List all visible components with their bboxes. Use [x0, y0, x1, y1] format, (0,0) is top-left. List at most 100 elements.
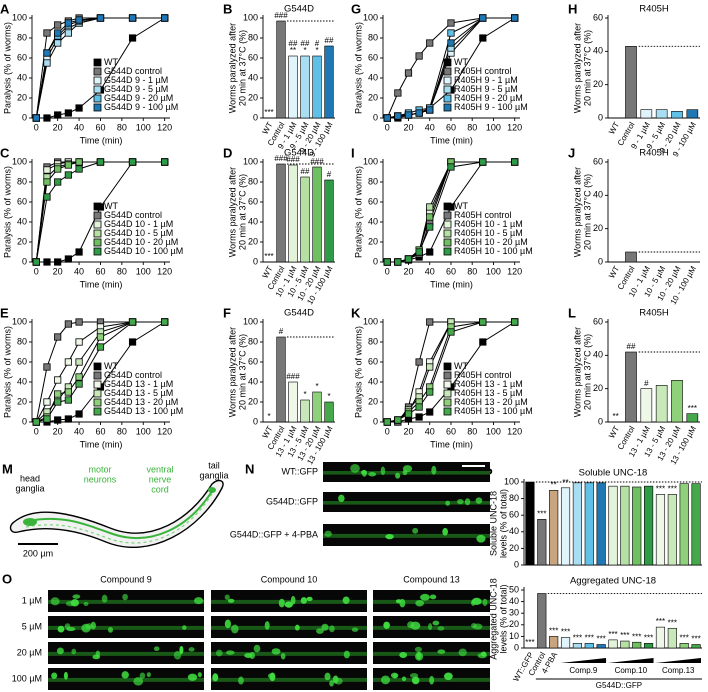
neuron — [411, 676, 420, 685]
y-tick-label: 20 — [593, 383, 603, 393]
y-tick-label: 20 — [17, 92, 27, 102]
neuron — [476, 534, 486, 543]
point — [128, 318, 137, 326]
point — [43, 178, 51, 186]
point — [43, 59, 51, 67]
neuron — [390, 672, 399, 679]
y-axis-label-line: 20 min at 37°C (%) — [582, 30, 592, 106]
neuron — [442, 527, 448, 536]
y-tick-label: 0 — [598, 112, 603, 122]
y-axis-label: Worms paralyzed after 20 min at 37°C (%) — [572, 167, 592, 257]
bar — [537, 593, 547, 649]
bar — [549, 636, 559, 649]
y-tick-label: 0 — [598, 256, 603, 266]
neuron — [431, 465, 437, 475]
legend-label: WT — [104, 57, 118, 67]
nerve-cord — [48, 651, 204, 656]
point — [394, 258, 402, 266]
point — [54, 21, 62, 29]
panel-letter: H — [568, 1, 577, 16]
x-tick-label: 60 — [95, 122, 105, 132]
nerve-cord — [211, 625, 367, 630]
y-tick-label: 40 — [509, 526, 519, 536]
significance: ### — [286, 155, 300, 164]
point — [96, 14, 105, 22]
legend-label: G544D control — [104, 66, 162, 76]
neuron — [300, 597, 307, 604]
neuron — [50, 597, 60, 606]
point — [32, 114, 40, 122]
legend-swatch — [93, 380, 102, 389]
neuron — [415, 599, 425, 607]
nerve-cord — [48, 599, 204, 604]
legend-label: WT — [454, 57, 468, 67]
neuron — [83, 601, 89, 607]
point — [75, 410, 83, 418]
legend-swatch — [443, 398, 452, 407]
bar — [691, 483, 701, 566]
neuron — [401, 676, 407, 682]
y-tick-label: 80 — [509, 493, 519, 503]
neuron — [284, 601, 293, 608]
point — [64, 19, 72, 27]
x-tick-label: 100 — [486, 266, 501, 276]
nerve-cord — [323, 501, 490, 505]
point — [415, 413, 423, 421]
point — [511, 318, 519, 326]
neuron — [338, 494, 345, 503]
y-tick-label: 100 — [243, 316, 258, 326]
panel-letter: J — [568, 145, 575, 160]
bar — [324, 45, 334, 119]
legend-label: WT — [104, 201, 118, 211]
point — [161, 158, 169, 166]
legend-swatch — [443, 202, 452, 211]
point — [96, 158, 105, 166]
legend-label: R405H 13 - 5 µM — [454, 388, 523, 398]
neuron — [482, 598, 488, 607]
panel-letter: F — [223, 305, 231, 320]
y-tick-label: 30 — [509, 608, 519, 618]
neuron — [267, 673, 275, 679]
x-tick-label: 60 — [95, 426, 105, 436]
point — [64, 109, 72, 117]
y-tick-label: 100 — [243, 156, 258, 166]
y-axis-label-line: Worms paralyzed after — [227, 167, 237, 257]
neuron — [437, 626, 445, 631]
nerve-cord — [27, 487, 215, 539]
point — [43, 398, 51, 406]
point — [426, 213, 434, 221]
y-tick-label: 80 — [17, 32, 27, 42]
significance: * — [327, 392, 330, 401]
bar — [655, 494, 666, 566]
neuron — [471, 623, 477, 629]
neuron — [280, 652, 286, 660]
neuron — [414, 646, 422, 652]
y-axis-label: Worms paralyzed after 20 min at 37°C (%) — [572, 327, 592, 417]
x-tick-label: 80 — [467, 426, 477, 436]
point — [415, 52, 423, 60]
y-tick-label: 0 — [22, 416, 27, 426]
label: cord — [151, 484, 169, 494]
legend-label: G544D 10 - 100 µM — [104, 246, 183, 256]
point — [479, 338, 487, 346]
legend-swatch — [93, 76, 102, 85]
y-tick-label: 40 — [248, 216, 258, 226]
concentration-wedge — [560, 658, 607, 663]
point — [64, 415, 72, 423]
x-tick-label: 20 — [53, 266, 63, 276]
point — [426, 39, 434, 47]
motor-neurons — [25, 493, 213, 544]
bar — [537, 519, 547, 566]
bar — [584, 482, 594, 566]
panel-letter: E — [0, 305, 9, 320]
point — [479, 34, 487, 42]
point — [426, 248, 434, 256]
y-axis-label-line: Worms paralyzed after — [572, 167, 582, 257]
neuron — [420, 593, 430, 601]
x-tick-label: 40 — [74, 122, 84, 132]
point — [404, 255, 413, 263]
neuron — [56, 647, 64, 655]
legend-label: G544D 13 - 20 µM — [104, 397, 178, 407]
y-axis-label: Paralysis (% of worms) — [2, 326, 12, 418]
bar — [655, 626, 666, 649]
